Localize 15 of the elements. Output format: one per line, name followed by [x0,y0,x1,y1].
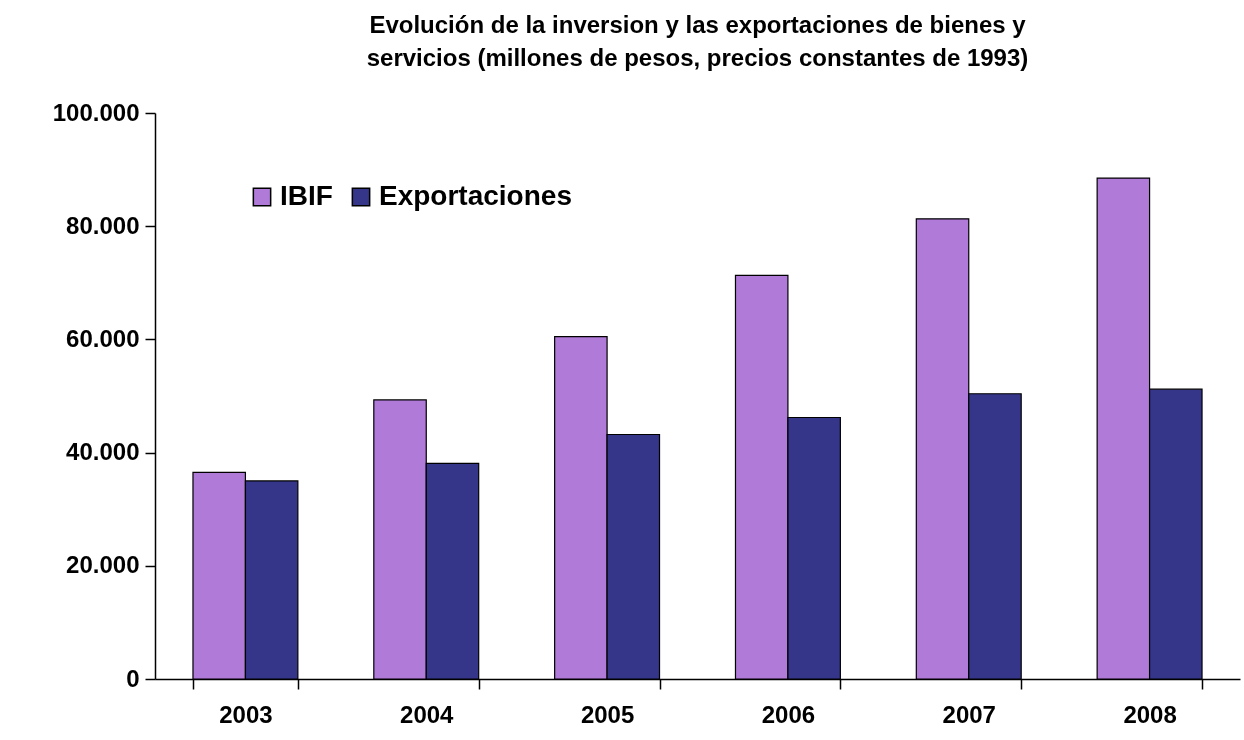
y-tick-label: 40.000 [66,438,140,466]
x-tick-label: 2003 [219,700,273,728]
y-tick-label: 0 [126,664,140,692]
x-tick-label: 2007 [942,700,996,728]
y-tick-label: 20.000 [66,551,140,579]
x-tick-label: 2005 [580,700,635,728]
legend-label: Exportaciones [379,180,572,211]
y-tick-label: 100.000 [52,98,140,126]
chart-title: Evolución de la inversion y las exportaciones de bienes y servicios (millones de pesos, precios constantes de 1993) [366,11,1029,71]
legend-label: IBIF [280,180,333,211]
x-tick-label: 2008 [1123,700,1177,728]
x-tick-label: 2004 [400,700,455,728]
y-tick-label: 80.000 [66,211,140,239]
x-tick-label: 2006 [761,700,816,728]
y-tick-label: 60.000 [66,324,140,352]
